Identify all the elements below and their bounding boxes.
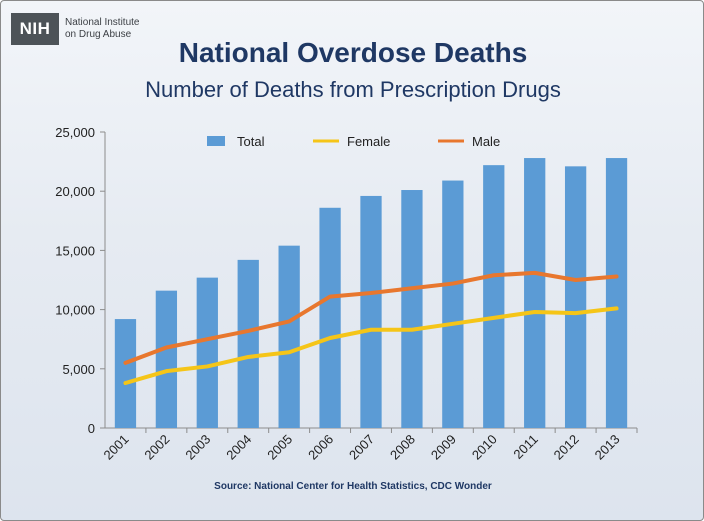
logo-line-1: National Institute [65, 17, 140, 28]
legend-swatch-total [207, 136, 225, 146]
x-tick-label: 2013 [592, 432, 623, 463]
bar-total [524, 158, 546, 428]
chart-subtitle: Number of Deaths from Prescription Drugs [145, 77, 561, 102]
x-tick-label: 2007 [346, 432, 377, 463]
x-tick-label: 2010 [469, 432, 500, 463]
x-tick-label: 2004 [223, 432, 254, 463]
y-tick-label: 25,000 [55, 125, 95, 140]
chart-title: National Overdose Deaths [178, 37, 528, 68]
nih-logo: NIH National Institute on Drug Abuse [11, 13, 145, 45]
x-tick-label: 2009 [428, 432, 459, 463]
legend-label-female: Female [347, 134, 390, 149]
bar-total [360, 195, 382, 428]
x-tick-label: 2002 [141, 432, 172, 463]
line-female [123, 306, 619, 386]
y-tick-label: 10,000 [55, 303, 95, 318]
y-tick-label: 5,000 [62, 362, 95, 377]
x-tick-label: 2008 [387, 432, 418, 463]
bar-total [401, 190, 423, 428]
bar-total [605, 158, 628, 428]
x-tick-label: 2012 [551, 432, 582, 463]
bar-total [442, 180, 464, 428]
bar-total [564, 166, 587, 428]
x-tick-label: 2011 [510, 432, 540, 462]
bar-total [483, 165, 505, 429]
bar-total [237, 259, 259, 428]
logo-line-2: on Drug Abuse [65, 29, 132, 40]
source-note: Source: National Center for Health Stati… [214, 481, 492, 492]
x-tick-label: 2001 [101, 432, 132, 463]
bar-total [196, 277, 218, 428]
bar-total [155, 290, 178, 428]
x-tick-label: 2005 [264, 432, 295, 463]
y-tick-label: 20,000 [55, 184, 95, 199]
x-tick-label: 2006 [305, 432, 336, 463]
legend-label-male: Male [472, 134, 500, 149]
x-tick-label: 2003 [182, 432, 213, 463]
y-tick-label: 0 [88, 421, 95, 436]
nih-logo-mark: NIH [11, 13, 59, 45]
nih-logo-text: National Institute on Drug Abuse [65, 17, 145, 41]
bar-total [114, 319, 137, 428]
bar-total [319, 207, 341, 428]
line-male [123, 270, 619, 365]
y-tick-label: 15,000 [55, 243, 95, 258]
legend-label-total: Total [237, 134, 265, 149]
bar-total [278, 245, 300, 428]
